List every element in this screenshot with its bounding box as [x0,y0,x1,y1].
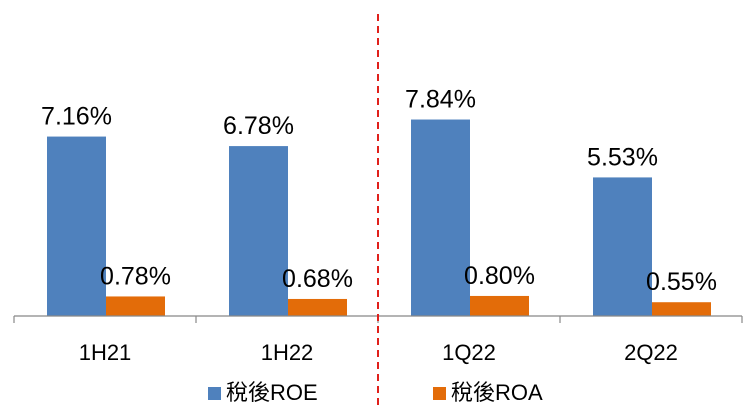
legend: 稅後ROE 稅後ROA [208,380,543,405]
bar-roe-2q22 [593,177,652,316]
category-label-1h22: 1H22 [261,340,314,365]
data-label-roe-1h21: 7.16% [41,103,112,131]
bar-roe-1q22 [411,119,470,316]
data-label-roa-2q22: 0.55% [646,268,717,296]
bar-roa-1h21 [106,296,165,316]
category-label-1h21: 1H21 [79,340,132,365]
data-labels-layer: 7.16% 0.78% 6.78% 0.68% 7.84% 0.80% 5.53% 0.55% [41,86,717,297]
bar-roe-1h22 [229,146,288,316]
bars-layer [47,119,711,316]
data-label-roa-1h22: 0.68% [282,265,353,293]
bar-roa-1h22 [288,298,347,316]
bar-roa-2q22 [652,302,711,316]
legend-label-roe: 稅後ROE [226,380,318,405]
bar-roe-1h21 [47,136,106,316]
bar-roa-1q22 [470,295,529,316]
legend-swatch-roe [208,387,221,400]
category-label-1q22: 1Q22 [442,340,496,365]
data-label-roe-1h22: 6.78% [223,112,294,140]
data-label-roa-1q22: 0.80% [464,262,535,290]
data-label-roe-1q22: 7.84% [405,86,476,114]
legend-swatch-roa [433,387,446,400]
data-label-roe-2q22: 5.53% [587,143,658,171]
legend-label-roa: 稅後ROA [451,380,543,405]
category-label-2q22: 2Q22 [624,340,678,365]
category-labels: 1H21 1H22 1Q22 2Q22 [79,340,678,365]
data-label-roa-1h21: 0.78% [100,262,171,290]
